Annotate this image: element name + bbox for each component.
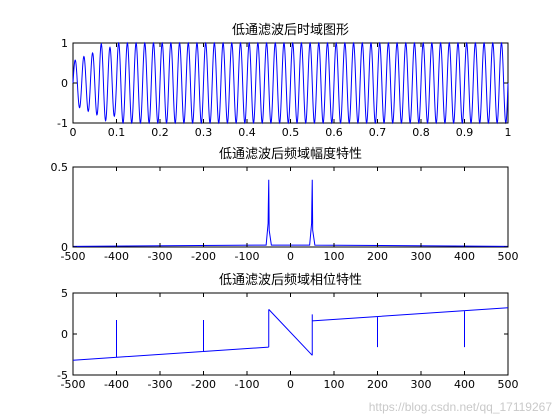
x-tick-label: 500: [498, 250, 519, 263]
x-tick-label: 0.2: [151, 126, 169, 139]
x-tick-label: 400: [454, 378, 475, 391]
y-tick-label: 0: [61, 328, 68, 341]
x-tick-label: -300: [148, 250, 173, 263]
x-tick-label: 1: [505, 126, 512, 139]
series-line: [72, 307, 509, 361]
y-tick-label: 0: [61, 77, 68, 90]
chart-panel-1: 0 0.1 0.2 0.3 0.4 0.5 0.6 0.7 0.8 0.9 1-101低通滤波后时域…: [57, 23, 511, 139]
x-tick-label: -400: [104, 378, 129, 391]
x-tick-label: 0.6: [325, 126, 343, 139]
x-tick-label: 0: [287, 250, 294, 263]
x-tick-label: 0.3: [195, 126, 213, 139]
x-tick-label: -500: [61, 378, 86, 391]
x-tick-label: 0.1: [108, 126, 126, 139]
x-tick-label: 0.8: [412, 126, 430, 139]
x-tick-label: 100: [324, 378, 345, 391]
x-tick-label: 0.7: [369, 126, 387, 139]
x-tick-label: -500: [61, 250, 86, 263]
x-tick-label: 300: [411, 378, 432, 391]
x-tick-label: 300: [411, 250, 432, 263]
y-tick-label: 0: [61, 241, 68, 254]
chart-panel-3: -500 -400 -300 -200 -100 0 100 200 300 400 500 -5 0 5…: [57, 273, 518, 391]
x-tick-label: -100: [235, 378, 260, 391]
plot-area: [72, 292, 509, 376]
x-tick-label: 500: [498, 378, 519, 391]
y-tick-label: -1: [57, 117, 68, 130]
chart-title: 低通滤波后时域图形: [232, 23, 349, 38]
x-tick-label: 0.5: [282, 126, 300, 139]
x-tick-label: 0: [287, 378, 294, 391]
x-tick-label: 200: [367, 250, 388, 263]
x-tick-label: 100: [324, 250, 345, 263]
x-tick-label: 0.4: [238, 126, 256, 139]
y-tick-label: -5: [57, 369, 68, 382]
watermark-text: https://blog.csdn.net/qq_17119267: [368, 400, 552, 414]
x-tick-label: 0: [70, 126, 77, 139]
y-tick-label: 5: [61, 287, 68, 300]
chart-title: 低通滤波后频域相位特性: [219, 273, 362, 288]
x-tick-label: -100: [235, 250, 260, 263]
series-line: [72, 41, 509, 125]
y-tick-label: 0.5: [51, 161, 69, 174]
chart-title: 低通滤波后频域幅度特性: [219, 146, 362, 162]
x-tick-label: -300: [148, 378, 173, 391]
x-tick-label: -200: [191, 378, 216, 391]
x-tick-label: -400: [104, 250, 129, 263]
x-tick-label: -200: [191, 250, 216, 263]
chart-panel-2: -500 -400 -300 -200 -100 0 100 200 300 400 500 0 0.5…: [51, 146, 519, 263]
y-tick-label: 1: [61, 37, 68, 50]
x-tick-label: 400: [454, 250, 475, 263]
x-tick-label: 200: [367, 378, 388, 391]
plot-area: [72, 166, 509, 248]
x-tick-label: 0.9: [456, 126, 474, 139]
